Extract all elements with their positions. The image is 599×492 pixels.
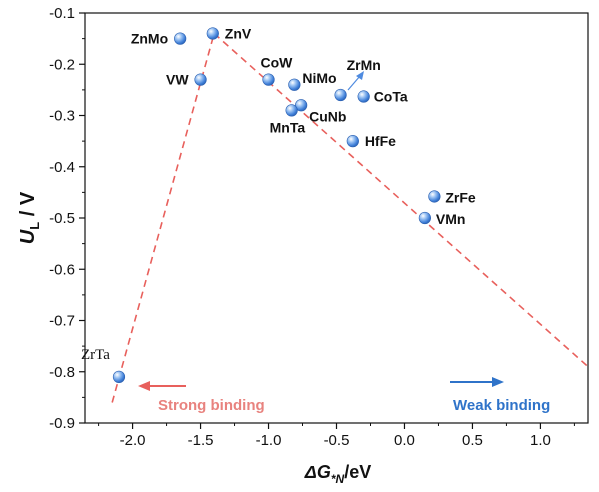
volcano-line-0 xyxy=(111,33,215,403)
y-tick-label: -0.1 xyxy=(49,5,75,22)
x-tick-label: 0.5 xyxy=(462,432,483,449)
y-tick-label: -0.4 xyxy=(49,159,75,176)
point-vw xyxy=(194,73,207,86)
y-tick-label: -0.5 xyxy=(49,210,75,227)
strong-binding-arrowhead xyxy=(138,381,150,391)
point-zrmn xyxy=(334,88,347,102)
point-label-vmn: VMn xyxy=(436,211,466,227)
point-label-mnta: MnTa xyxy=(270,119,306,135)
point-cota xyxy=(357,90,370,103)
point-label-nimo: NiMo xyxy=(302,70,336,86)
x-tick-label: 0.0 xyxy=(394,432,415,449)
zrmn-pointer-arrowhead xyxy=(356,71,364,80)
point-label-cota: CoTa xyxy=(374,89,408,105)
point-znmo xyxy=(174,32,187,45)
point-znv xyxy=(206,27,219,40)
weak-binding-arrowhead xyxy=(492,377,504,387)
point-label-zrfe: ZrFe xyxy=(445,189,476,205)
point-hffe xyxy=(346,135,359,148)
axis-ticks: -2.0 -1.5 -1.0 -0.5 0.0 0.5 1.0 -0.1 -0.2 -0.3 -0.… xyxy=(49,5,575,449)
y-tick-label: -0.9 xyxy=(49,415,75,432)
x-tick-label: -2.0 xyxy=(120,432,146,449)
point-cow xyxy=(262,73,275,86)
point-label-znmo: ZnMo xyxy=(131,31,168,47)
y-tick-label: -0.7 xyxy=(49,313,75,330)
y-tick-label: -0.2 xyxy=(49,56,75,73)
y-tick-label: -0.3 xyxy=(49,108,75,125)
point-mnta xyxy=(285,104,298,117)
point-zrfe xyxy=(428,190,441,203)
point-label-zrmn: ZrMn xyxy=(347,57,381,73)
point-zrta xyxy=(112,370,126,383)
weak-binding-label: Weak binding xyxy=(453,397,550,414)
weak-binding-annotation: Weak binding xyxy=(450,377,550,414)
x-tick-label: -1.5 xyxy=(188,432,214,449)
y-axis-label: UL / V xyxy=(17,191,42,244)
x-tick-label: 1.0 xyxy=(530,432,551,449)
point-label-zrta: ZrTa xyxy=(81,347,110,363)
point-label-cunb: CuNb xyxy=(309,108,346,124)
point-label-znv: ZnV xyxy=(225,26,252,42)
y-tick-label: -0.6 xyxy=(49,261,75,278)
strong-binding-annotation: Strong binding xyxy=(138,381,265,414)
point-label-vw: VW xyxy=(166,72,189,88)
point-label-cow: CoW xyxy=(261,55,294,71)
y-tick-label: -0.8 xyxy=(49,364,75,381)
point-label-hffe: HfFe xyxy=(365,133,396,149)
x-axis-label: ΔG*N/eV xyxy=(304,462,371,486)
point-cunb xyxy=(295,99,308,112)
x-tick-label: -0.5 xyxy=(324,432,350,449)
point-vmn xyxy=(418,211,431,225)
volcano-lines xyxy=(111,32,589,403)
x-tick-label: -1.0 xyxy=(256,432,282,449)
point-nimo xyxy=(288,78,301,91)
strong-binding-label: Strong binding xyxy=(158,397,265,414)
zrmn-pointer-line xyxy=(347,75,361,91)
